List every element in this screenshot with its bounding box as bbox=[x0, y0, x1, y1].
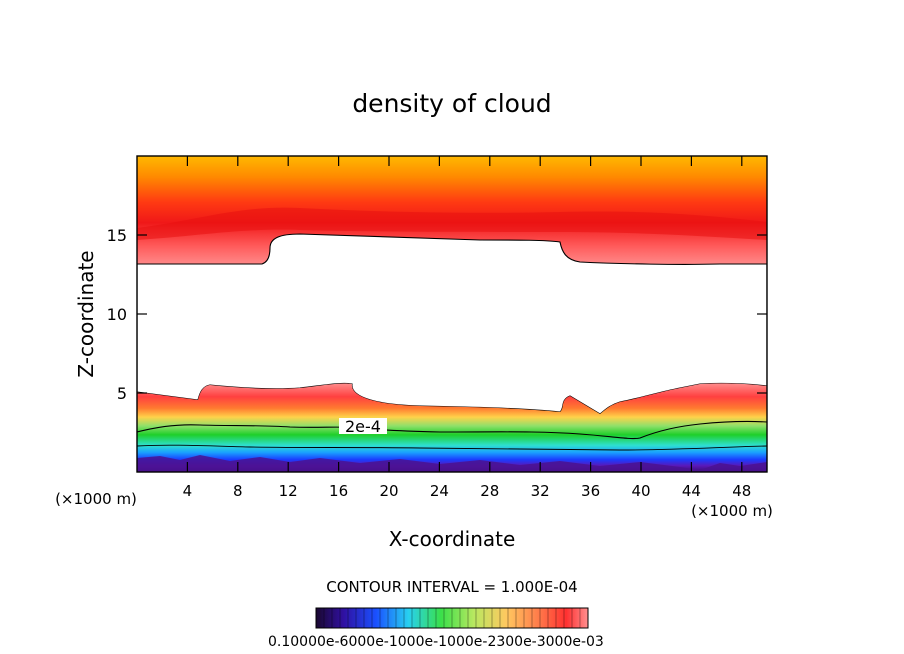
x-tick-label: 36 bbox=[581, 482, 600, 500]
bottom-fringe bbox=[137, 455, 767, 472]
upper-core-streak bbox=[137, 207, 767, 240]
x-right-unit-label: (×1000 m) bbox=[691, 502, 773, 520]
x-tick-label: 40 bbox=[631, 482, 650, 500]
contour-interval-text: CONTOUR INTERVAL = 1.000E-04 bbox=[326, 578, 577, 596]
colorbar-separators bbox=[323, 608, 581, 628]
contour-label: 2e-4 bbox=[345, 417, 381, 436]
x-tick-label: 32 bbox=[531, 482, 550, 500]
y-axis-ticks: 5 10 15 bbox=[107, 226, 767, 403]
colorbar bbox=[315, 607, 589, 629]
colorbar-frame bbox=[315, 607, 589, 629]
contour-field bbox=[137, 156, 767, 472]
chart-title: density of cloud bbox=[352, 89, 551, 118]
y-tick-label: 5 bbox=[117, 384, 127, 403]
colorbar-labels: 0.10000e-6000e-1000e-1000e-2300e-3000e-0… bbox=[268, 634, 604, 650]
x-tick-label: 48 bbox=[732, 482, 751, 500]
x-tick-label: 8 bbox=[233, 482, 243, 500]
x-axis-ticks: 4 8 12 16 20 24 28 32 36 40 44 48 bbox=[183, 156, 751, 500]
x-tick-label: 44 bbox=[682, 482, 701, 500]
contour-label-backdrop bbox=[339, 418, 387, 434]
x-axis-title: X-coordinate bbox=[389, 527, 516, 551]
x-tick-label: 24 bbox=[430, 482, 449, 500]
y-tick-label: 15 bbox=[107, 226, 127, 245]
x-tick-label: 28 bbox=[480, 482, 499, 500]
y-tick-label: 10 bbox=[107, 305, 127, 324]
x-left-unit-label: (×1000 m) bbox=[55, 490, 137, 508]
x-tick-label: 12 bbox=[279, 482, 298, 500]
x-tick-label: 16 bbox=[329, 482, 348, 500]
x-tick-label: 4 bbox=[183, 482, 193, 500]
y-axis-title: Z-coordinate bbox=[74, 250, 98, 377]
contour-line-base bbox=[137, 444, 767, 451]
contour-line-2e-4 bbox=[137, 420, 767, 440]
x-tick-label: 20 bbox=[379, 482, 398, 500]
